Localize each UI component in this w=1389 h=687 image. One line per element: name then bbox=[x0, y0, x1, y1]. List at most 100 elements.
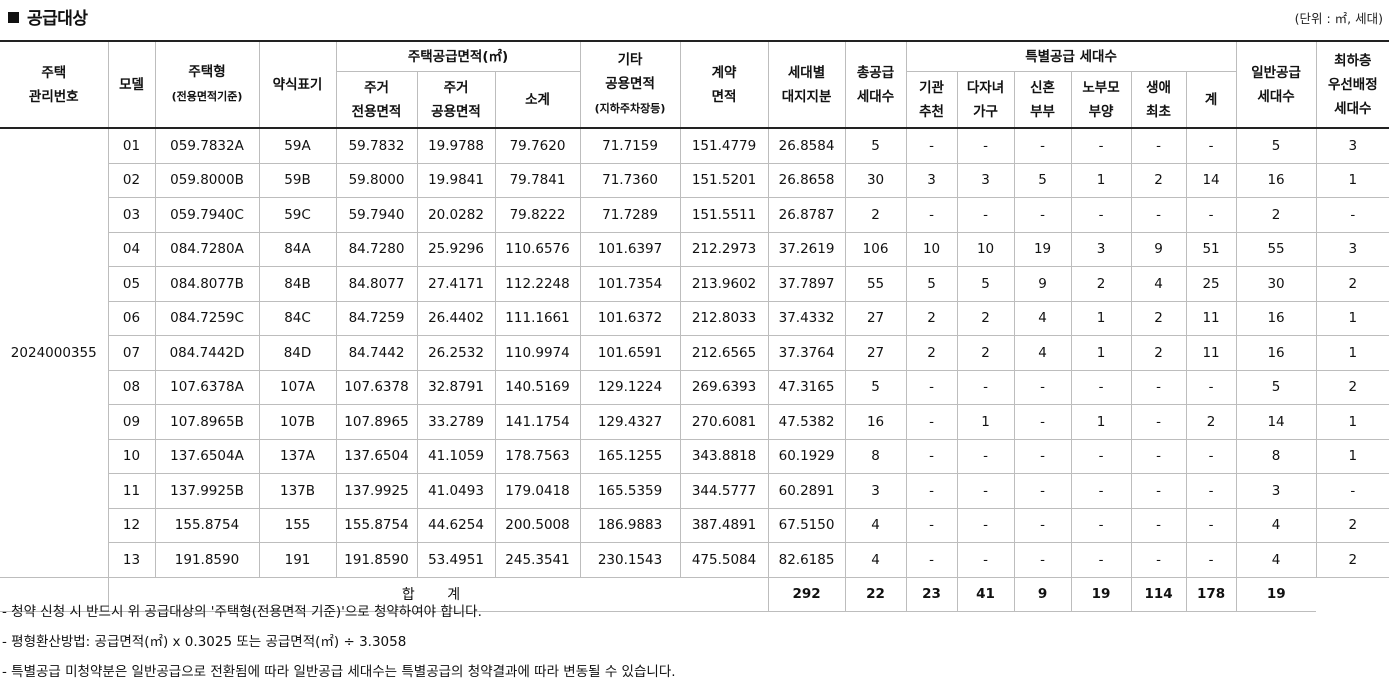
table-cell: - bbox=[1013, 507, 1072, 543]
table-cell: 27.4171 bbox=[416, 266, 496, 302]
table-cell: 191 bbox=[258, 542, 337, 578]
total-cell: 178 bbox=[1185, 576, 1237, 612]
header-other-common-label: 기타 공용면적 bbox=[605, 52, 655, 92]
table-cell: 71.7360 bbox=[579, 162, 681, 198]
table-row: 10 137.6504A 137A 137.6504 41.1059 178.7563 16… bbox=[0, 438, 1389, 474]
table-cell: 3 bbox=[1315, 231, 1389, 267]
table-cell: 8 bbox=[1235, 438, 1317, 474]
table-cell: 26.8658 bbox=[767, 162, 846, 198]
table-cell: 151.4779 bbox=[679, 127, 769, 164]
table-row: 13 191.8590 191 191.8590 53.4951 245.3541 230.… bbox=[0, 542, 1389, 578]
table-cell: 186.9883 bbox=[579, 507, 681, 543]
header-type-label: 주택형 bbox=[188, 64, 226, 80]
table-cell: 10 bbox=[905, 231, 958, 267]
table-cell: 9 bbox=[1013, 266, 1072, 302]
header-model: 모델 bbox=[107, 40, 156, 129]
table-cell: 2 bbox=[844, 197, 907, 233]
header-total-supply: 총공급 세대수 bbox=[844, 40, 907, 129]
table-cell: 179.0418 bbox=[494, 473, 581, 509]
header-lowest-floor: 최하층 우선배정 세대수 bbox=[1315, 40, 1389, 129]
table-cell: - bbox=[905, 404, 958, 440]
table-cell: 475.5084 bbox=[679, 542, 769, 578]
table-cell: 084.7259C bbox=[154, 300, 260, 336]
header-other-common: 기타 공용면적 (지하주차장등) bbox=[579, 40, 681, 129]
total-cell: 22 bbox=[844, 576, 907, 612]
header-res-exclusive: 주거 전용면적 bbox=[335, 71, 418, 129]
table-cell: - bbox=[905, 197, 958, 233]
table-cell: 101.6397 bbox=[579, 231, 681, 267]
table-cell: - bbox=[1130, 473, 1187, 509]
table-cell: 140.5169 bbox=[494, 369, 581, 405]
table-cell: 26.4402 bbox=[416, 300, 496, 336]
table-cell: 141.1754 bbox=[494, 404, 581, 440]
total-label: 합 계 bbox=[107, 576, 769, 612]
table-cell: 51 bbox=[1185, 231, 1237, 267]
table-cell: 11 bbox=[1185, 335, 1237, 371]
table-cell: - bbox=[956, 197, 1015, 233]
table-cell: 19.9841 bbox=[416, 162, 496, 198]
table-cell: - bbox=[1130, 404, 1187, 440]
total-cell: 292 bbox=[767, 576, 846, 612]
table-cell: 5 bbox=[844, 369, 907, 405]
table-cell: - bbox=[1130, 507, 1187, 543]
table-cell: 111.1661 bbox=[494, 300, 581, 336]
table-cell: 3 bbox=[956, 162, 1015, 198]
table-cell: 191.8590 bbox=[335, 542, 418, 578]
table-cell: 84A bbox=[258, 231, 337, 267]
table-cell: 71.7159 bbox=[579, 127, 681, 164]
table-cell: 1 bbox=[1070, 300, 1132, 336]
table-cell: 107A bbox=[258, 369, 337, 405]
table-cell: 59A bbox=[258, 127, 337, 164]
table-cell: 137.6504 bbox=[335, 438, 418, 474]
table-cell: 47.3165 bbox=[767, 369, 846, 405]
table-cell: 165.1255 bbox=[579, 438, 681, 474]
table-cell: 84B bbox=[258, 266, 337, 302]
total-cell: 19 bbox=[1070, 576, 1132, 612]
table-cell: 343.8818 bbox=[679, 438, 769, 474]
table-cell: 270.6081 bbox=[679, 404, 769, 440]
table-cell: 82.6185 bbox=[767, 542, 846, 578]
table-cell: 151.5201 bbox=[679, 162, 769, 198]
table-row: 06 084.7259C 84C 84.7259 26.4402 111.1661 101.… bbox=[0, 300, 1389, 336]
table-cell: 06 bbox=[107, 300, 156, 336]
table-row: 09 107.8965B 107B 107.8965 33.2789 141.1754 12… bbox=[0, 404, 1389, 440]
table-cell: - bbox=[1070, 542, 1132, 578]
table-cell: 059.8000B bbox=[154, 162, 260, 198]
table-cell: 53.4951 bbox=[416, 542, 496, 578]
table-cell: 137.6504A bbox=[154, 438, 260, 474]
table-cell: 110.6576 bbox=[494, 231, 581, 267]
table-cell: 16 bbox=[1235, 162, 1317, 198]
table-cell: 12 bbox=[107, 507, 156, 543]
table-cell: 16 bbox=[844, 404, 907, 440]
table-cell: 101.6372 bbox=[579, 300, 681, 336]
header-type: 주택형 (전용면적기준) bbox=[154, 40, 260, 129]
table-cell: 20.0282 bbox=[416, 197, 496, 233]
header-land-share: 세대별 대지지분 bbox=[767, 40, 846, 129]
table-cell: 4 bbox=[1235, 507, 1317, 543]
table-cell: 178.7563 bbox=[494, 438, 581, 474]
table-cell: 13 bbox=[107, 542, 156, 578]
table-cell: 30 bbox=[844, 162, 907, 198]
table-cell: 4 bbox=[1130, 266, 1187, 302]
table-cell: 155.8754 bbox=[154, 507, 260, 543]
table-cell: 1 bbox=[1070, 335, 1132, 371]
table-cell: 1 bbox=[1315, 162, 1389, 198]
table-cell: 9 bbox=[1130, 231, 1187, 267]
table-cell: 03 bbox=[107, 197, 156, 233]
table-cell: 55 bbox=[1235, 231, 1317, 267]
table-cell: 4 bbox=[1013, 300, 1072, 336]
total-row: 합 계 292 22 23 41 9 19 114 178 19 bbox=[0, 576, 1389, 612]
table-cell: 2 bbox=[1130, 335, 1187, 371]
table-cell: 212.8033 bbox=[679, 300, 769, 336]
table-cell: 2 bbox=[1315, 507, 1389, 543]
table-cell: - bbox=[1315, 473, 1389, 509]
table-cell: 084.7442D bbox=[154, 335, 260, 371]
table-cell: 02 bbox=[107, 162, 156, 198]
table-cell: 3 bbox=[905, 162, 958, 198]
table-cell: - bbox=[956, 507, 1015, 543]
table-cell: 2 bbox=[1070, 266, 1132, 302]
table-cell: 08 bbox=[107, 369, 156, 405]
table-cell: - bbox=[1013, 542, 1072, 578]
table-cell: - bbox=[1013, 127, 1072, 164]
table-cell: - bbox=[956, 542, 1015, 578]
